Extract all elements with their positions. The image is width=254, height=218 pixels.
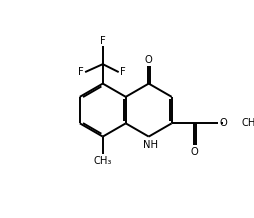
Text: CH₃: CH₃	[242, 118, 254, 128]
Text: F: F	[78, 67, 84, 77]
Text: O: O	[191, 147, 199, 157]
Text: O: O	[145, 55, 153, 65]
Text: O: O	[219, 118, 227, 128]
Text: F: F	[100, 36, 106, 46]
Text: CH₃: CH₃	[94, 156, 112, 166]
Text: NH: NH	[143, 140, 158, 150]
Text: F: F	[120, 67, 126, 77]
